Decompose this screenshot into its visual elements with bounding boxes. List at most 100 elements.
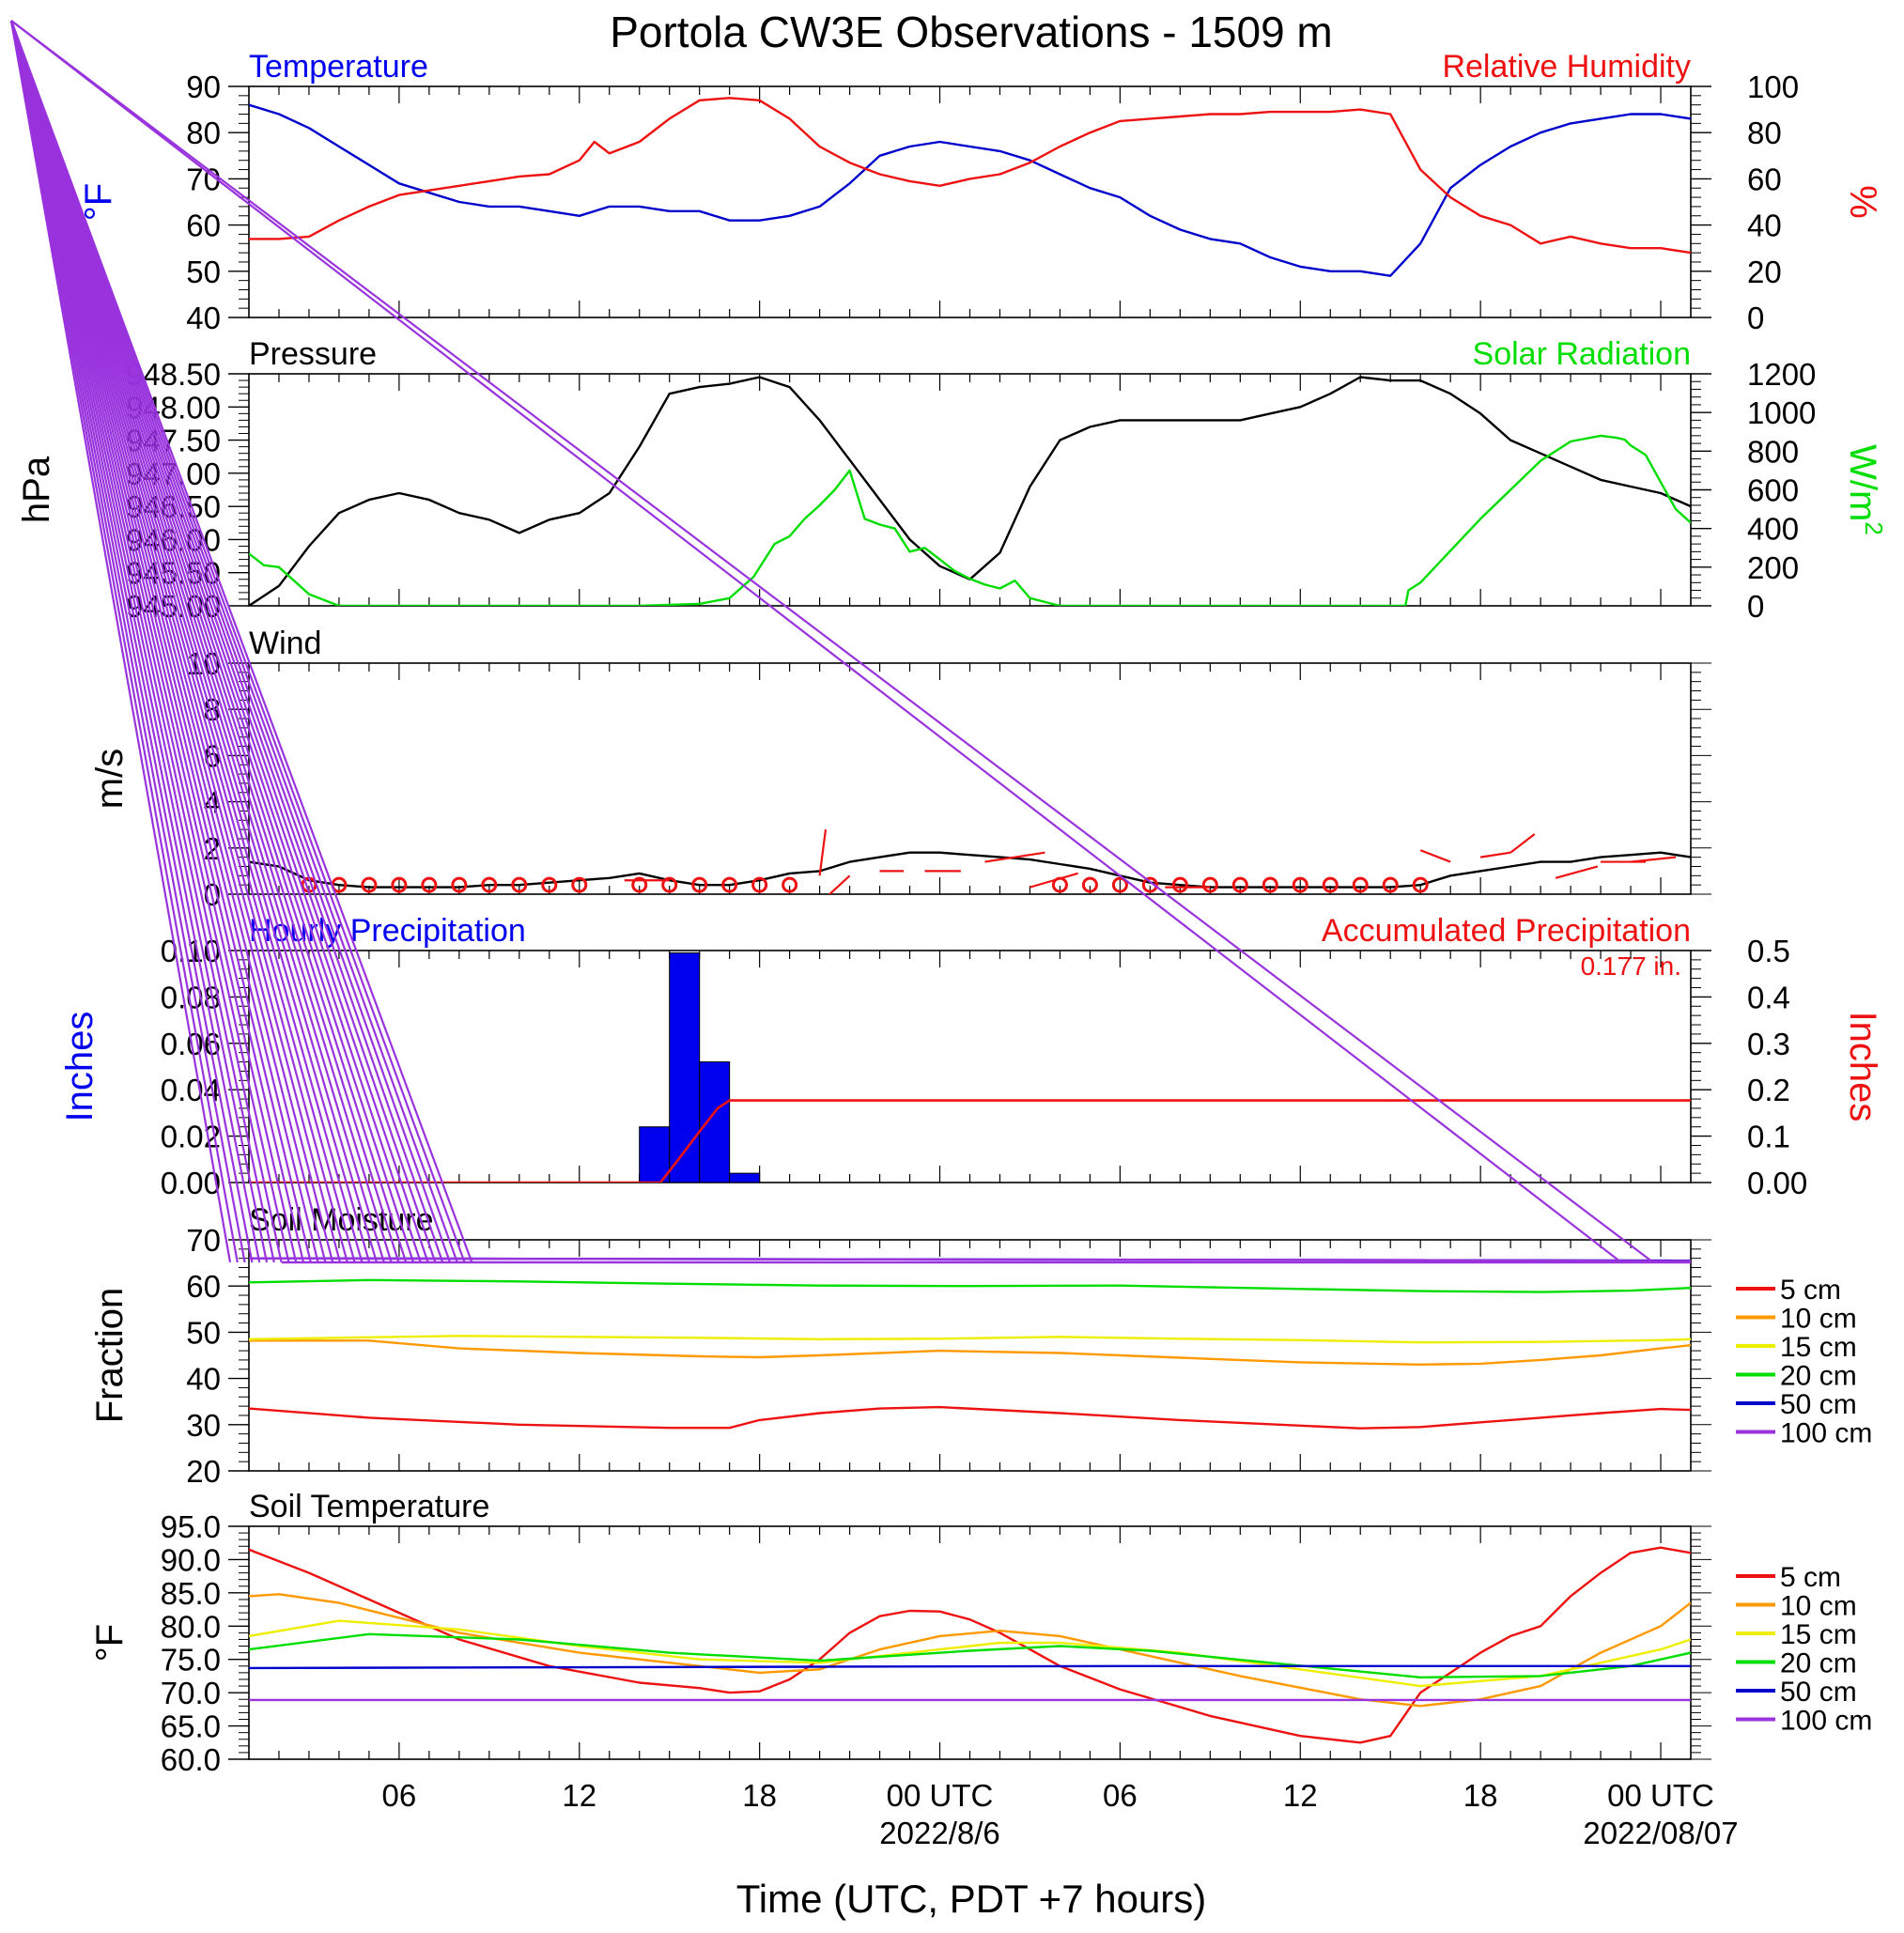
- y-tick-label-right: 0.4: [1747, 980, 1790, 1014]
- y-tick-label: 90: [186, 70, 221, 104]
- y-axis-label-left: Fraction: [89, 1288, 131, 1424]
- overlay-line: [9, 20, 444, 1263]
- calm-wind-marker: [421, 876, 438, 893]
- panel-pressure_solar: 945.00945.50946.00946.50947.00947.50948.…: [16, 336, 1888, 624]
- plot-frame: [248, 1239, 1692, 1472]
- y-tick-label: 50: [186, 1315, 221, 1350]
- y-tick-label: 80: [186, 116, 221, 150]
- series-line-5-cm: [249, 1405, 1691, 1430]
- plot-area: [249, 1546, 1691, 1744]
- overlay-line: [9, 20, 275, 1263]
- series-line-50-cm: [249, 1664, 1691, 1670]
- plot-area: [249, 828, 1691, 894]
- calm-wind-marker: [1412, 876, 1429, 893]
- overlay-line: [9, 20, 327, 1263]
- x-tick-label: 12: [562, 1778, 596, 1813]
- wind-barb: [1509, 833, 1536, 854]
- y-tick-label-right: 0: [1747, 301, 1764, 335]
- y-tick-label: 70: [186, 1223, 221, 1258]
- overlay-line: [9, 20, 298, 1263]
- plot-frame: [248, 950, 1692, 1183]
- plot-area: [249, 97, 1691, 277]
- y-tick-label-right: 20: [1747, 255, 1782, 289]
- legend-label: 15 cm: [1780, 1332, 1857, 1363]
- series-line-20-cm: [249, 1278, 1691, 1293]
- series-line-5-cm: [249, 1546, 1691, 1744]
- calm-wind-marker: [391, 876, 408, 893]
- legend-label: 100 cm: [1780, 1418, 1872, 1449]
- panel-title-left: Wind: [249, 626, 321, 661]
- legend-label: 50 cm: [1780, 1677, 1857, 1708]
- x-axis-label: Time (UTC, PDT +7 hours): [736, 1877, 1207, 1921]
- y-axis-label-right: W/m2: [1842, 444, 1888, 535]
- panel-title-left: Temperature: [249, 49, 428, 85]
- overlay-line: [9, 20, 408, 1263]
- panel-wind: 0246810Windm/s: [89, 626, 1711, 912]
- overlay-line: [10, 20, 1622, 1263]
- overlay-line: [9, 20, 400, 1263]
- calm-wind-marker: [481, 876, 498, 893]
- y-tick-label-right: 400: [1747, 512, 1799, 547]
- overlay-line: [9, 20, 348, 1263]
- wind-barb: [1555, 865, 1599, 879]
- series-line-wind: [249, 851, 1691, 889]
- panel-title-left: Pressure: [249, 336, 377, 372]
- y-axis-label-left: hPa: [16, 456, 57, 523]
- y-axis-label-left: m/s: [89, 749, 131, 809]
- plot-area: [249, 1257, 1691, 1430]
- y-tick-label: 40: [186, 301, 221, 335]
- overlay-line: [9, 20, 415, 1263]
- overlay-line: [9, 20, 458, 1263]
- overlay-line: [9, 20, 290, 1263]
- series-line-pressure: [249, 376, 1691, 606]
- plot-area: [249, 376, 1691, 606]
- overlay-line: [9, 20, 473, 1263]
- x-tick-label: 06: [382, 1778, 417, 1813]
- series-line-15-cm: [249, 1335, 1691, 1344]
- precip-bar: [729, 1172, 761, 1183]
- plot-area: [249, 951, 1691, 1183]
- plot-frame: [248, 1525, 1692, 1760]
- calm-wind-marker: [1111, 876, 1128, 893]
- x-tick-label: 18: [742, 1778, 777, 1813]
- series-line-10-cm: [249, 1339, 1691, 1367]
- overlay-line: [9, 20, 422, 1263]
- y-tick-label-right: 1000: [1747, 395, 1816, 430]
- panel-title-right: Relative Humidity: [1442, 49, 1691, 85]
- overlay-line: [9, 20, 371, 1263]
- overlay-line: [9, 20, 305, 1263]
- overlay-line: [9, 20, 429, 1263]
- x-tick-label: 06: [1103, 1778, 1138, 1813]
- plot-frame: [248, 662, 1692, 895]
- overlay-line: [9, 20, 393, 1263]
- x-tick-label: 12: [1283, 1778, 1318, 1813]
- wind-barb: [1630, 856, 1677, 863]
- panel-soil_temperature: 60.065.070.075.080.085.090.095.0 Soil Tem…: [89, 1489, 1872, 1777]
- calm-wind-marker: [1081, 876, 1098, 893]
- wind-barb: [818, 828, 828, 876]
- overlay-line: [9, 20, 356, 1263]
- legend-label: 10 cm: [1780, 1591, 1857, 1622]
- y-tick-label: 70.0: [161, 1676, 221, 1710]
- y-tick-label-right: 0: [1747, 589, 1764, 624]
- precip-bar: [639, 1126, 671, 1183]
- calm-wind-marker: [451, 876, 468, 893]
- x-date-label: 2022/8/6: [879, 1816, 999, 1850]
- y-tick-label: 30: [186, 1408, 221, 1443]
- overlay-line: [9, 20, 283, 1263]
- overlay-line: [9, 20, 437, 1263]
- calm-wind-marker: [1201, 876, 1218, 893]
- calm-wind-marker: [1171, 876, 1188, 893]
- y-tick-label: 85.0: [161, 1576, 221, 1611]
- accumulated-total-label: 0.177 in.: [1581, 951, 1681, 981]
- panel-precipitation: 0.000.020.040.060.080.100.000.10.20.30.4…: [59, 913, 1883, 1200]
- y-tick-label: 75.0: [161, 1643, 221, 1678]
- calm-wind-marker: [541, 876, 558, 893]
- y-tick-label-right: 0.1: [1747, 1120, 1790, 1154]
- y-tick-label-right: 0.2: [1747, 1073, 1790, 1107]
- y-axis-label-right: %: [1842, 185, 1883, 219]
- accumulated-precip-line: [249, 1099, 1691, 1183]
